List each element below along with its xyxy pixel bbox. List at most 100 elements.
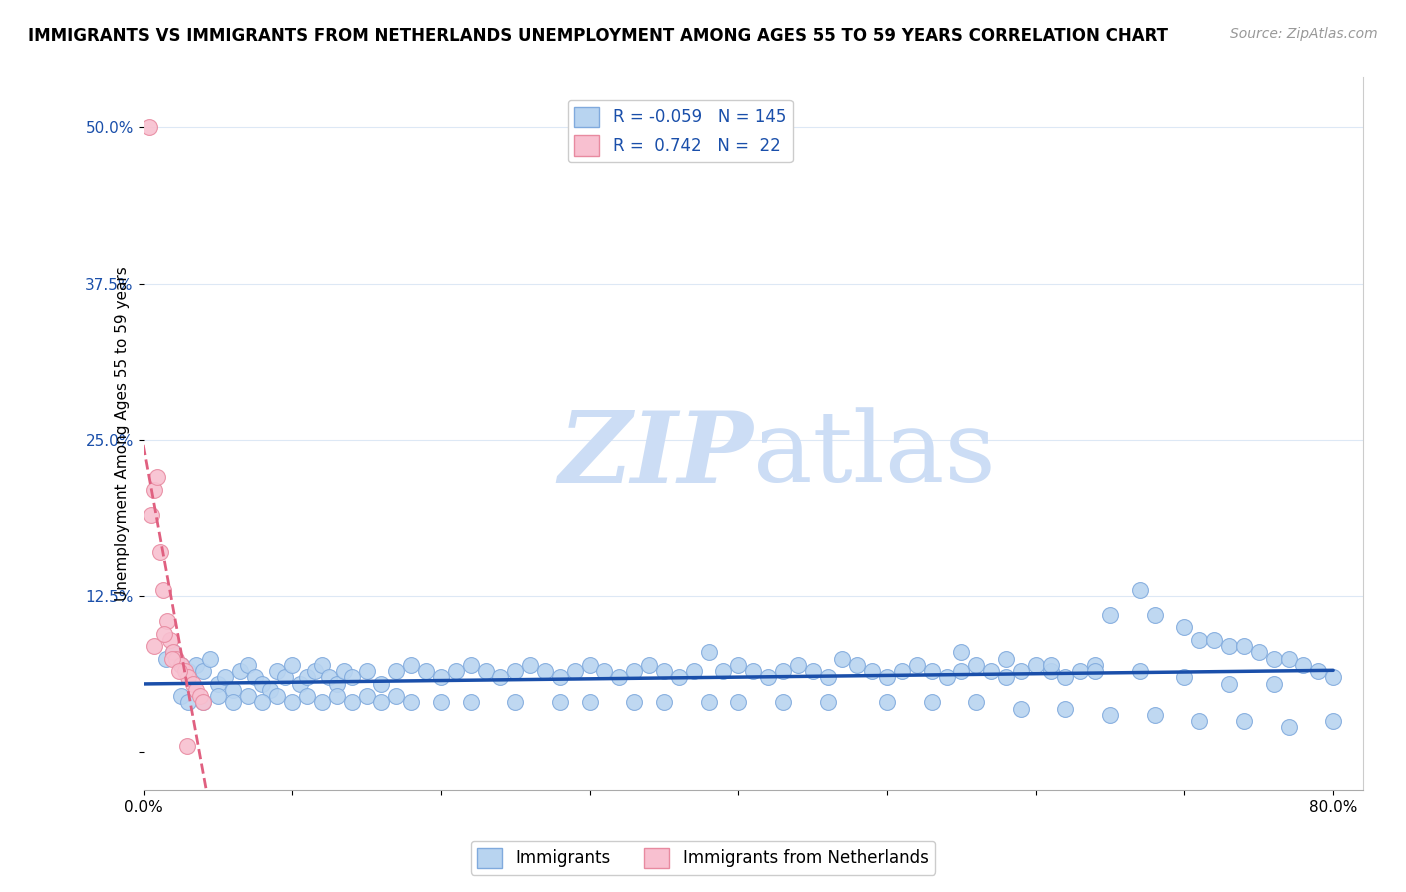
Legend: Immigrants, Immigrants from Netherlands: Immigrants, Immigrants from Netherlands: [471, 841, 935, 875]
Point: [801, 664, 824, 678]
Point: [160, 651, 183, 665]
Point: [950, 664, 973, 678]
Point: [399, 695, 422, 709]
Point: [252, 695, 274, 709]
Point: [860, 664, 883, 678]
Point: [713, 664, 735, 678]
Point: [191, 695, 214, 709]
Point: [460, 657, 482, 672]
Point: [548, 670, 571, 684]
Point: [222, 695, 245, 709]
Point: [1173, 620, 1195, 634]
Point: [772, 695, 794, 709]
Point: [772, 664, 794, 678]
Point: [149, 545, 172, 559]
Point: [188, 689, 211, 703]
Point: [165, 651, 187, 665]
Point: [786, 657, 808, 672]
Point: [181, 676, 204, 690]
Point: [1218, 676, 1240, 690]
Point: [156, 614, 179, 628]
Point: [1099, 607, 1122, 622]
Point: [1129, 582, 1152, 597]
Point: [191, 695, 214, 709]
Point: [146, 470, 169, 484]
Point: [152, 582, 174, 597]
Point: [817, 670, 839, 684]
Point: [266, 689, 288, 703]
Point: [1054, 701, 1077, 715]
Point: [138, 120, 160, 135]
Point: [356, 664, 378, 678]
Point: [340, 695, 363, 709]
Point: [609, 670, 631, 684]
Legend: R = -0.059   N = 145, R =  0.742   N =  22: R = -0.059 N = 145, R = 0.742 N = 22: [568, 100, 793, 162]
Point: [177, 664, 200, 678]
Point: [995, 670, 1018, 684]
Point: [281, 657, 304, 672]
Point: [921, 695, 943, 709]
Point: [385, 664, 408, 678]
Point: [229, 664, 252, 678]
Point: [184, 657, 207, 672]
Point: [460, 695, 482, 709]
Point: [170, 657, 193, 672]
Point: [817, 695, 839, 709]
Point: [155, 651, 177, 665]
Point: [489, 670, 512, 684]
Point: [1277, 720, 1299, 734]
Point: [1322, 714, 1344, 728]
Point: [176, 739, 198, 753]
Point: [1308, 664, 1330, 678]
Point: [534, 664, 557, 678]
Point: [578, 695, 600, 709]
Point: [243, 670, 266, 684]
Point: [1025, 657, 1047, 672]
Point: [1188, 632, 1211, 647]
Text: atlas: atlas: [754, 407, 995, 503]
Point: [174, 664, 197, 678]
Point: [1322, 670, 1344, 684]
Point: [1277, 651, 1299, 665]
Point: [1010, 701, 1032, 715]
Point: [1143, 707, 1166, 722]
Point: [503, 664, 526, 678]
Point: [177, 670, 200, 684]
Point: [652, 664, 675, 678]
Point: [142, 483, 165, 497]
Y-axis label: Unemployment Among Ages 55 to 59 years: Unemployment Among Ages 55 to 59 years: [115, 267, 129, 601]
Point: [831, 651, 853, 665]
Point: [1084, 664, 1107, 678]
Point: [340, 670, 363, 684]
Point: [399, 657, 422, 672]
Point: [1173, 670, 1195, 684]
Point: [1129, 664, 1152, 678]
Point: [668, 670, 690, 684]
Point: [167, 664, 190, 678]
Point: [385, 689, 408, 703]
Point: [266, 664, 288, 678]
Point: [1099, 707, 1122, 722]
Point: [295, 670, 318, 684]
Point: [697, 695, 720, 709]
Point: [593, 664, 616, 678]
Point: [727, 657, 749, 672]
Point: [1143, 607, 1166, 622]
Point: [638, 657, 661, 672]
Point: [1204, 632, 1226, 647]
Point: [326, 689, 349, 703]
Point: [1263, 651, 1285, 665]
Point: [259, 682, 281, 697]
Point: [236, 657, 259, 672]
Point: [370, 676, 392, 690]
Point: [1054, 670, 1077, 684]
Point: [1188, 714, 1211, 728]
Point: [965, 695, 987, 709]
Point: [430, 695, 453, 709]
Point: [295, 689, 318, 703]
Point: [623, 664, 645, 678]
Point: [1263, 676, 1285, 690]
Point: [742, 664, 765, 678]
Point: [652, 695, 675, 709]
Point: [950, 645, 973, 659]
